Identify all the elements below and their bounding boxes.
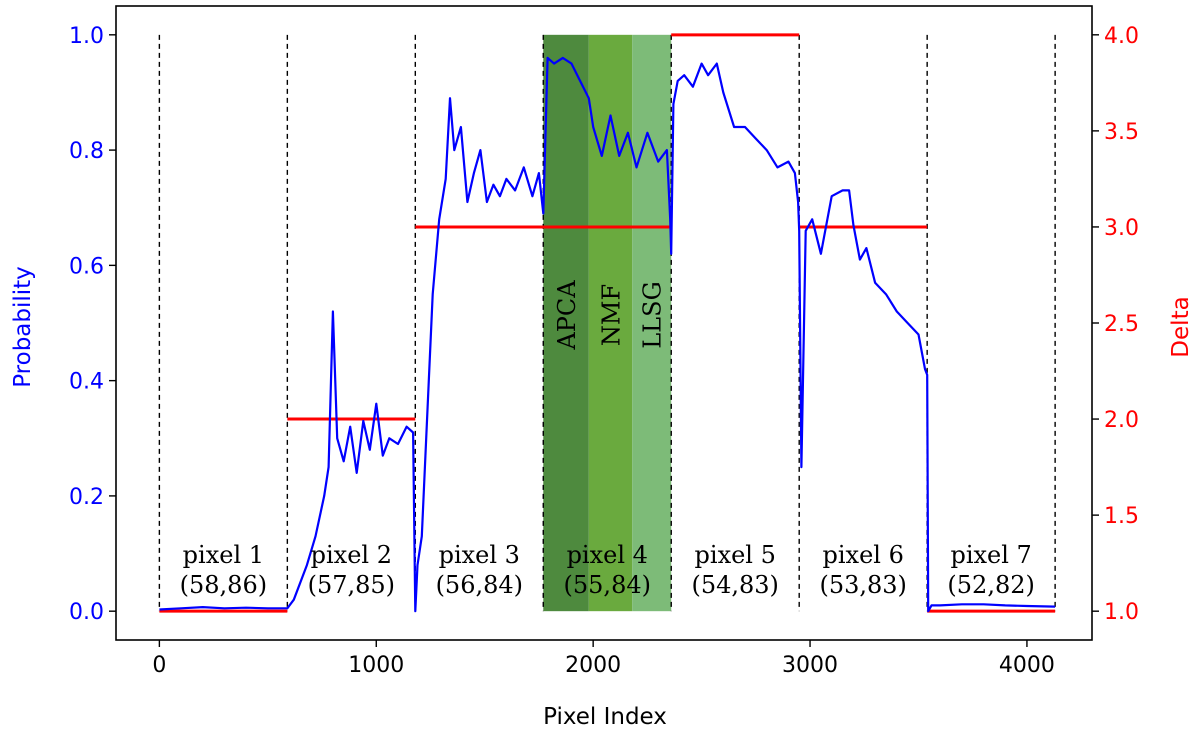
segment-label-3: pixel 3 [439,541,520,569]
method-label-apca: APCA [553,280,581,351]
method-band-apca [543,34,589,612]
y-right-tick-label: 1.5 [1104,504,1139,529]
method-band-llsg [632,34,672,612]
segment-labels: pixel 1(58,86) pixel 2(57,85) pixel 3(56,8… [180,541,1035,599]
method-band-nmf [588,34,633,612]
segment-coord-3: (56,84) [436,571,523,599]
probability-line [159,56,1056,613]
x-tick-label: 4000 [999,653,1055,678]
y-left-tick-label: 0.0 [69,600,104,625]
segment-coord-5: (54,83) [691,571,778,599]
segment-coord-2: (57,85) [308,571,395,599]
y-right-tick-label: 3.5 [1104,120,1139,145]
x-tick-label: 3000 [782,653,838,678]
method-label-nmf: NMF [598,284,626,346]
x-axis-title: Pixel Index [543,704,667,730]
y-axis-right-title: Delta [1168,296,1194,357]
method-bands [543,34,672,612]
x-tick-label: 2000 [565,653,621,678]
segment-label-2: pixel 2 [311,541,392,569]
delta-series [159,33,1056,613]
segment-label-6: pixel 6 [823,541,904,569]
segment-label-4: pixel 4 [567,541,648,569]
y-right-tick-label: 2.0 [1104,408,1139,433]
y-right-tick-label: 1.0 [1104,600,1139,625]
y-left-tick-label: 0.4 [69,370,104,395]
y-left-tick-label: 1.0 [69,24,104,49]
method-label-llsg: LLSG [639,281,667,349]
segment-coord-7: (52,82) [947,571,1034,599]
segment-coord-1: (58,86) [180,571,267,599]
y-left-tick-label: 0.6 [69,254,104,279]
segment-coord-6: (53,83) [819,571,906,599]
segment-label-7: pixel 7 [950,541,1031,569]
y-left-tick-label: 0.2 [69,485,104,510]
y-left-tick-label: 0.8 [69,139,104,164]
y-right-tick-label: 2.5 [1104,312,1139,337]
segment-label-5: pixel 5 [695,541,776,569]
y-right-tick-label: 3.0 [1104,216,1139,241]
method-labels: APCA NMF LLSG [553,280,667,351]
x-tick-label: 1000 [348,653,404,678]
y-axis-left-title: Probability [10,266,36,388]
y-right-tick-label: 4.0 [1104,24,1139,49]
probability-series [159,56,1056,613]
segment-coord-4: (55,84) [564,571,651,599]
axis-ticks: 0 1000 2000 3000 4000 0.0 0.2 0.4 0.6 0.8 1.0 1.0 1.… [69,24,1139,678]
segment-label-1: pixel 1 [183,541,264,569]
x-tick-label: 0 [152,653,166,678]
